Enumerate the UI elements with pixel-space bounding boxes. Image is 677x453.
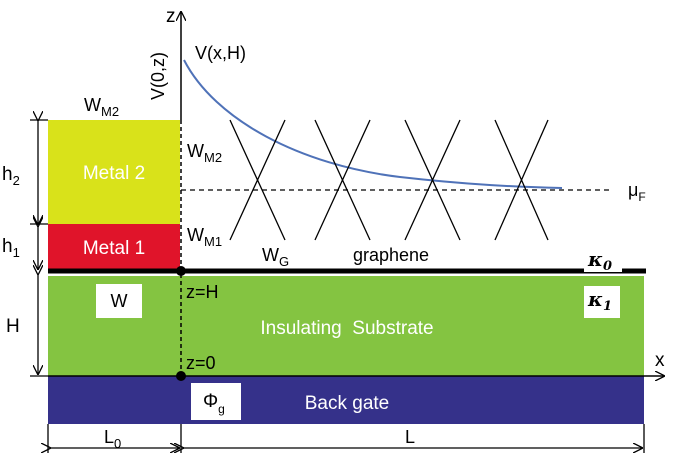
v0z-label: V(0,z): [148, 52, 168, 100]
wm2-right-label: WM2: [187, 141, 222, 165]
h1-label: h1: [2, 236, 20, 260]
wg-label: WG: [262, 245, 289, 269]
substrate-label: Insulating Substrate: [260, 318, 433, 339]
wm2-top-label: WM2: [84, 95, 119, 119]
dirac-cone-3: [405, 120, 460, 240]
l-label: L: [405, 427, 415, 447]
x-axis-label: x: [655, 350, 665, 371]
back-gate-label: Back gate: [305, 393, 390, 414]
h2-label: h2: [2, 164, 20, 188]
dirac-cone-4: [495, 120, 548, 240]
z-equals-h-label: z=H: [186, 282, 219, 302]
h2-dimension: [30, 120, 48, 224]
z-equals-0-label: z=0: [186, 353, 216, 373]
z-axis-label: z: [166, 6, 176, 27]
dirac-cone-1: [230, 120, 285, 240]
h-dimension: [30, 274, 48, 376]
origin-dot-bottom: [176, 371, 186, 381]
vxh-label: V(x,H): [195, 43, 246, 63]
wm1-label: WM1: [187, 225, 222, 249]
h-label: H: [6, 316, 20, 337]
metal-2-label: Metal 2: [83, 163, 145, 184]
w-label: W: [111, 291, 128, 311]
dirac-cone-2: [315, 120, 370, 240]
metal-1-label: Metal 1: [83, 238, 145, 259]
graphene-label: graphene: [353, 245, 429, 265]
potential-curve: [184, 60, 562, 188]
origin-dot-top: [176, 266, 186, 276]
mu-f-label: μF: [628, 180, 646, 204]
